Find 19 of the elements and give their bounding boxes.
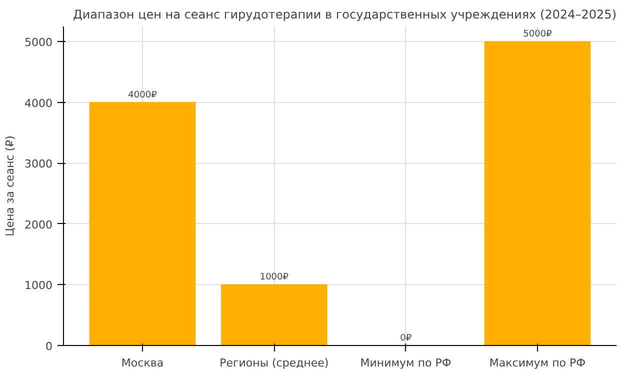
bar [89,102,196,346]
x-tick-label: Максимум по РФ [489,356,586,370]
y-tick-label: 4000 [24,96,53,110]
data-label: 0₽ [400,334,412,344]
x-tick-label: Минимум по РФ [360,356,452,370]
x-tick-label: Регионы (среднее) [220,356,329,370]
x-tick-label: Москва [121,356,164,370]
bar [484,41,591,346]
y-axis-title: Цена за сеанс (₽) [4,136,17,236]
data-label: 4000₽ [128,90,158,100]
data-label: 1000₽ [260,272,289,283]
y-tick-label: 5000 [24,36,53,50]
bar [221,284,328,346]
y-tick-label: 1000 [24,279,53,292]
y-tick-label: 3000 [24,158,53,171]
y-tick-label: 0 [46,340,52,353]
data-label: 5000₽ [523,30,552,40]
y-tick-label: 2000 [24,218,53,232]
chart-title: Диапазон цен на сеанс гирудотерапии в государственных учреждениях (2024–2025) [72,8,616,22]
